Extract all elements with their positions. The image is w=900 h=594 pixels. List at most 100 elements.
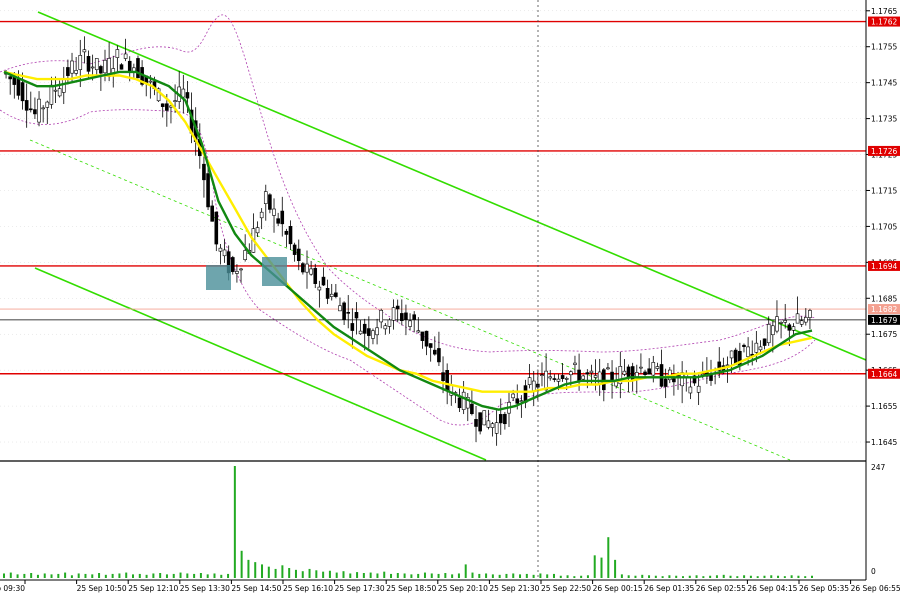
candle-body xyxy=(465,397,470,409)
candle-body xyxy=(560,375,565,379)
candle-body xyxy=(255,227,260,234)
candle-body xyxy=(243,250,247,260)
volume-bar xyxy=(335,572,338,578)
time-tick-label: 25 Sep 17:30 xyxy=(335,584,385,593)
candle-body xyxy=(57,88,62,97)
entry-markers xyxy=(206,257,287,290)
candle-body xyxy=(742,344,746,347)
candle-body xyxy=(358,330,363,335)
candle-body xyxy=(540,374,544,377)
volume-bar xyxy=(315,570,318,578)
price-tick-label: 1.1735 xyxy=(871,115,897,124)
volume-bar xyxy=(213,573,216,578)
candle-body xyxy=(165,103,169,111)
candle-body xyxy=(280,210,285,225)
candle-body xyxy=(354,312,359,319)
candle-body xyxy=(8,76,12,80)
candle-body xyxy=(329,293,334,297)
candle-body xyxy=(156,88,161,102)
volume-bar xyxy=(580,575,583,578)
upper-band xyxy=(0,14,816,353)
candle-body xyxy=(284,230,289,235)
volume-bar xyxy=(159,573,162,578)
current-price-badge xyxy=(868,304,900,315)
candle-body xyxy=(173,100,177,102)
candle-body xyxy=(404,312,408,320)
level-badge-label: 1.1694 xyxy=(871,262,897,271)
candle-body xyxy=(338,305,342,312)
candle-body xyxy=(395,305,400,310)
time-tick-label: 26 Sep 01:35 xyxy=(644,584,694,593)
candle-body xyxy=(618,366,623,385)
candle-body xyxy=(321,276,326,286)
candle-body xyxy=(305,263,309,273)
candle-body xyxy=(622,370,627,375)
volume-bar xyxy=(165,574,168,578)
volume-bar xyxy=(539,573,542,578)
candle-body xyxy=(556,378,561,382)
volume-bar xyxy=(485,573,488,578)
price-tick-label: 1.1745 xyxy=(871,79,897,88)
candle-body xyxy=(82,49,87,53)
candle-body xyxy=(317,286,322,291)
time-tick-label: 26 Sep 05:35 xyxy=(799,584,849,593)
candle-body xyxy=(688,386,693,394)
candle-body xyxy=(362,323,367,334)
candle-body xyxy=(766,323,771,344)
price-tick-label: 1.1685 xyxy=(871,294,897,303)
candle-body xyxy=(24,100,29,111)
volume-bar xyxy=(57,573,60,578)
candle-body xyxy=(552,378,557,380)
volume-bar xyxy=(512,573,515,578)
volume-bar xyxy=(688,575,691,578)
volume-bar xyxy=(695,575,698,578)
volume-bar xyxy=(294,569,297,578)
candle-body xyxy=(346,312,351,314)
candle-body xyxy=(762,338,767,346)
volume-bar xyxy=(328,570,331,578)
candle-body xyxy=(119,64,124,70)
volume-bar xyxy=(804,576,807,578)
volume-bar xyxy=(396,573,399,578)
candle-body xyxy=(729,350,734,359)
candle-body xyxy=(350,323,355,331)
volume-min-label: 0 xyxy=(871,567,876,576)
candle-body xyxy=(41,107,45,110)
trend-channel xyxy=(29,11,867,461)
volume-bar xyxy=(36,574,39,578)
volume-bar xyxy=(362,573,365,578)
time-tick-label: 25 Sep 14:50 xyxy=(231,584,281,593)
volume-bar xyxy=(152,573,155,578)
volume-bar xyxy=(756,576,759,578)
fast-moving-average-line xyxy=(3,70,813,411)
level-badge-label: 1.1762 xyxy=(871,18,897,27)
volume-bar xyxy=(23,573,26,578)
candle-body xyxy=(577,369,581,382)
candle-body xyxy=(61,78,66,93)
candle-body xyxy=(651,362,656,376)
volume-bar xyxy=(729,575,732,578)
candle-body xyxy=(379,309,384,323)
time-tick-label: 25 Sep 16:10 xyxy=(283,584,333,593)
entry-box-sell xyxy=(206,265,231,290)
volume-bar xyxy=(50,574,53,578)
volume-bar xyxy=(437,573,440,578)
candle-body xyxy=(342,302,346,320)
candle-body xyxy=(148,80,153,83)
candle-body xyxy=(272,208,276,216)
candle-body xyxy=(758,346,763,351)
volume-bar xyxy=(342,571,345,578)
volume-bar xyxy=(16,574,19,578)
candle-body xyxy=(581,375,586,380)
candle-body xyxy=(99,66,103,74)
time-tick-label: 25 Sep 22:50 xyxy=(541,584,591,593)
candle-body xyxy=(643,371,647,375)
candle-body xyxy=(470,403,474,415)
volume-bar xyxy=(70,575,73,578)
candle-body xyxy=(292,244,297,255)
candle-body xyxy=(428,343,433,348)
candle-body xyxy=(795,313,800,324)
candle-body xyxy=(692,375,697,384)
price-tick-label: 1.1765 xyxy=(871,7,897,16)
volume-bar xyxy=(111,573,114,578)
